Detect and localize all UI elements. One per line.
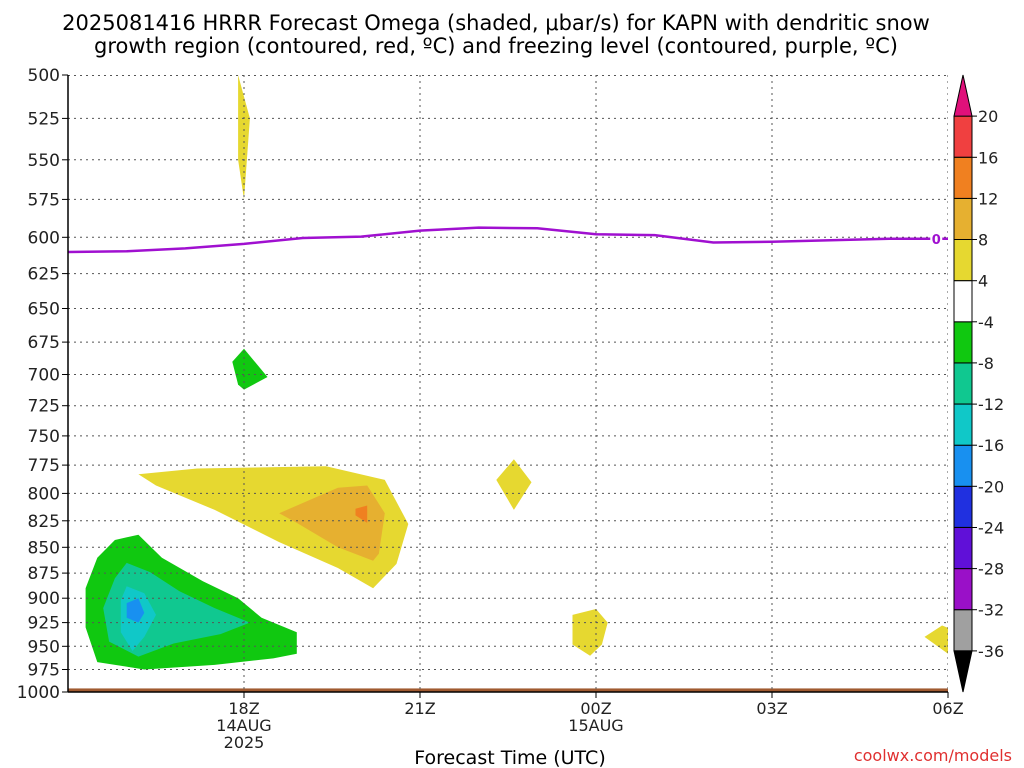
y-tick-label: 925: [28, 614, 60, 634]
colorbar-box: [953, 156, 973, 199]
surface-band: [68, 688, 948, 692]
chart-title-line-2: growth region (contoured, red, ºC) and f…: [94, 34, 898, 58]
y-tick-label: 700: [28, 366, 60, 386]
y-tick-label: 550: [28, 151, 60, 171]
colorbar-label: 12: [978, 189, 998, 208]
colorbar-label: 4: [978, 272, 988, 291]
y-tick-label: 900: [28, 589, 60, 609]
colorbar-box: [953, 239, 973, 282]
freezing-level-line: [68, 226, 948, 254]
colorbar-label: -28: [978, 560, 1004, 579]
x-tick-label: 2025: [224, 733, 265, 752]
colorbar-label: 20: [978, 107, 998, 126]
x-tick-label: 03Z: [756, 699, 787, 718]
colorbar-label: -8: [978, 354, 994, 373]
colorbar-box: [953, 280, 973, 323]
plot-area: 0: [67, 75, 948, 693]
colorbar-label: -12: [978, 395, 1004, 414]
x-tick-label: 18Z: [228, 699, 259, 718]
omega-region: [238, 75, 250, 200]
omega-region: [924, 625, 948, 654]
y-tick-label: 500: [28, 66, 60, 86]
omega-region: [355, 505, 368, 523]
colorbar-box: [953, 609, 973, 652]
colorbar-box: [953, 527, 973, 570]
freezing-level-label-bg: [930, 230, 943, 245]
y-axis: 500 525 550 575 600 625 650 675 700 725 750 775 800 8…: [17, 66, 68, 703]
colorbar-label: 16: [978, 148, 998, 167]
colorbar-arrow-bottom: [953, 650, 973, 693]
colorbar-label: -24: [978, 519, 1004, 538]
y-tick-label: 775: [28, 456, 60, 476]
omega-region: [126, 598, 145, 623]
x-tick-label: 06Z: [932, 699, 963, 718]
y-tick-label: 800: [28, 484, 60, 504]
colorbar-box: [953, 444, 973, 487]
omega-region: [279, 485, 385, 561]
y-tick-label: 650: [28, 300, 60, 320]
x-tick-label: 21Z: [404, 699, 435, 718]
y-tick-label: 825: [28, 512, 60, 532]
y-tick-label: 725: [28, 397, 60, 417]
watermark: coolwx.com/models: [854, 746, 1012, 765]
x-tick-label: 15AUG: [568, 716, 623, 735]
colorbar-box: [953, 362, 973, 405]
colorbar-label: -32: [978, 601, 1004, 620]
chart-title-line-1: 2025081416 HRRR Forecast Omega (shaded, …: [62, 11, 930, 35]
colorbar: -36 -32 -28 -24 -20 -16 -12 -8 -4 4 8 12 16 20: [953, 74, 1004, 693]
y-tick-label: 675: [28, 333, 60, 353]
freezing-level-label: 0: [932, 233, 941, 248]
colorbar-box: [953, 321, 973, 364]
colorbar-label: -16: [978, 436, 1004, 455]
colorbar-label: -4: [978, 313, 994, 332]
colorbar-box: [953, 568, 973, 611]
colorbar-box: [953, 115, 973, 158]
y-tick-label: 750: [28, 427, 60, 447]
colorbar-label: -36: [978, 642, 1004, 661]
y-tick-label: 625: [28, 265, 60, 285]
y-tick-label: 950: [28, 637, 60, 657]
y-tick-label: 850: [28, 538, 60, 558]
colorbar-arrow-top: [953, 74, 973, 117]
y-tick-label: 575: [28, 190, 60, 210]
y-tick-label: 600: [28, 228, 60, 248]
omega-region: [572, 609, 608, 656]
colorbar-label: -20: [978, 477, 1004, 496]
y-tick-label: 1000: [17, 683, 60, 703]
y-tick-label: 875: [28, 564, 60, 584]
omega-region: [496, 459, 532, 510]
x-tick-label: 00Z: [580, 699, 611, 718]
omega-region: [232, 348, 268, 390]
y-tick-label: 525: [28, 109, 60, 129]
y-tick-label: 975: [28, 661, 60, 681]
colorbar-box: [953, 197, 973, 240]
x-tick-label: 14AUG: [216, 716, 271, 735]
x-axis-label: Forecast Time (UTC): [414, 747, 605, 768]
colorbar-box: [953, 485, 973, 528]
x-axis: 18Z14AUG202521Z00Z15AUG03Z06Z09Z: [216, 692, 964, 752]
colorbar-box: [953, 403, 973, 446]
colorbar-label: 8: [978, 231, 988, 250]
plot-contents: 0: [68, 75, 948, 692]
